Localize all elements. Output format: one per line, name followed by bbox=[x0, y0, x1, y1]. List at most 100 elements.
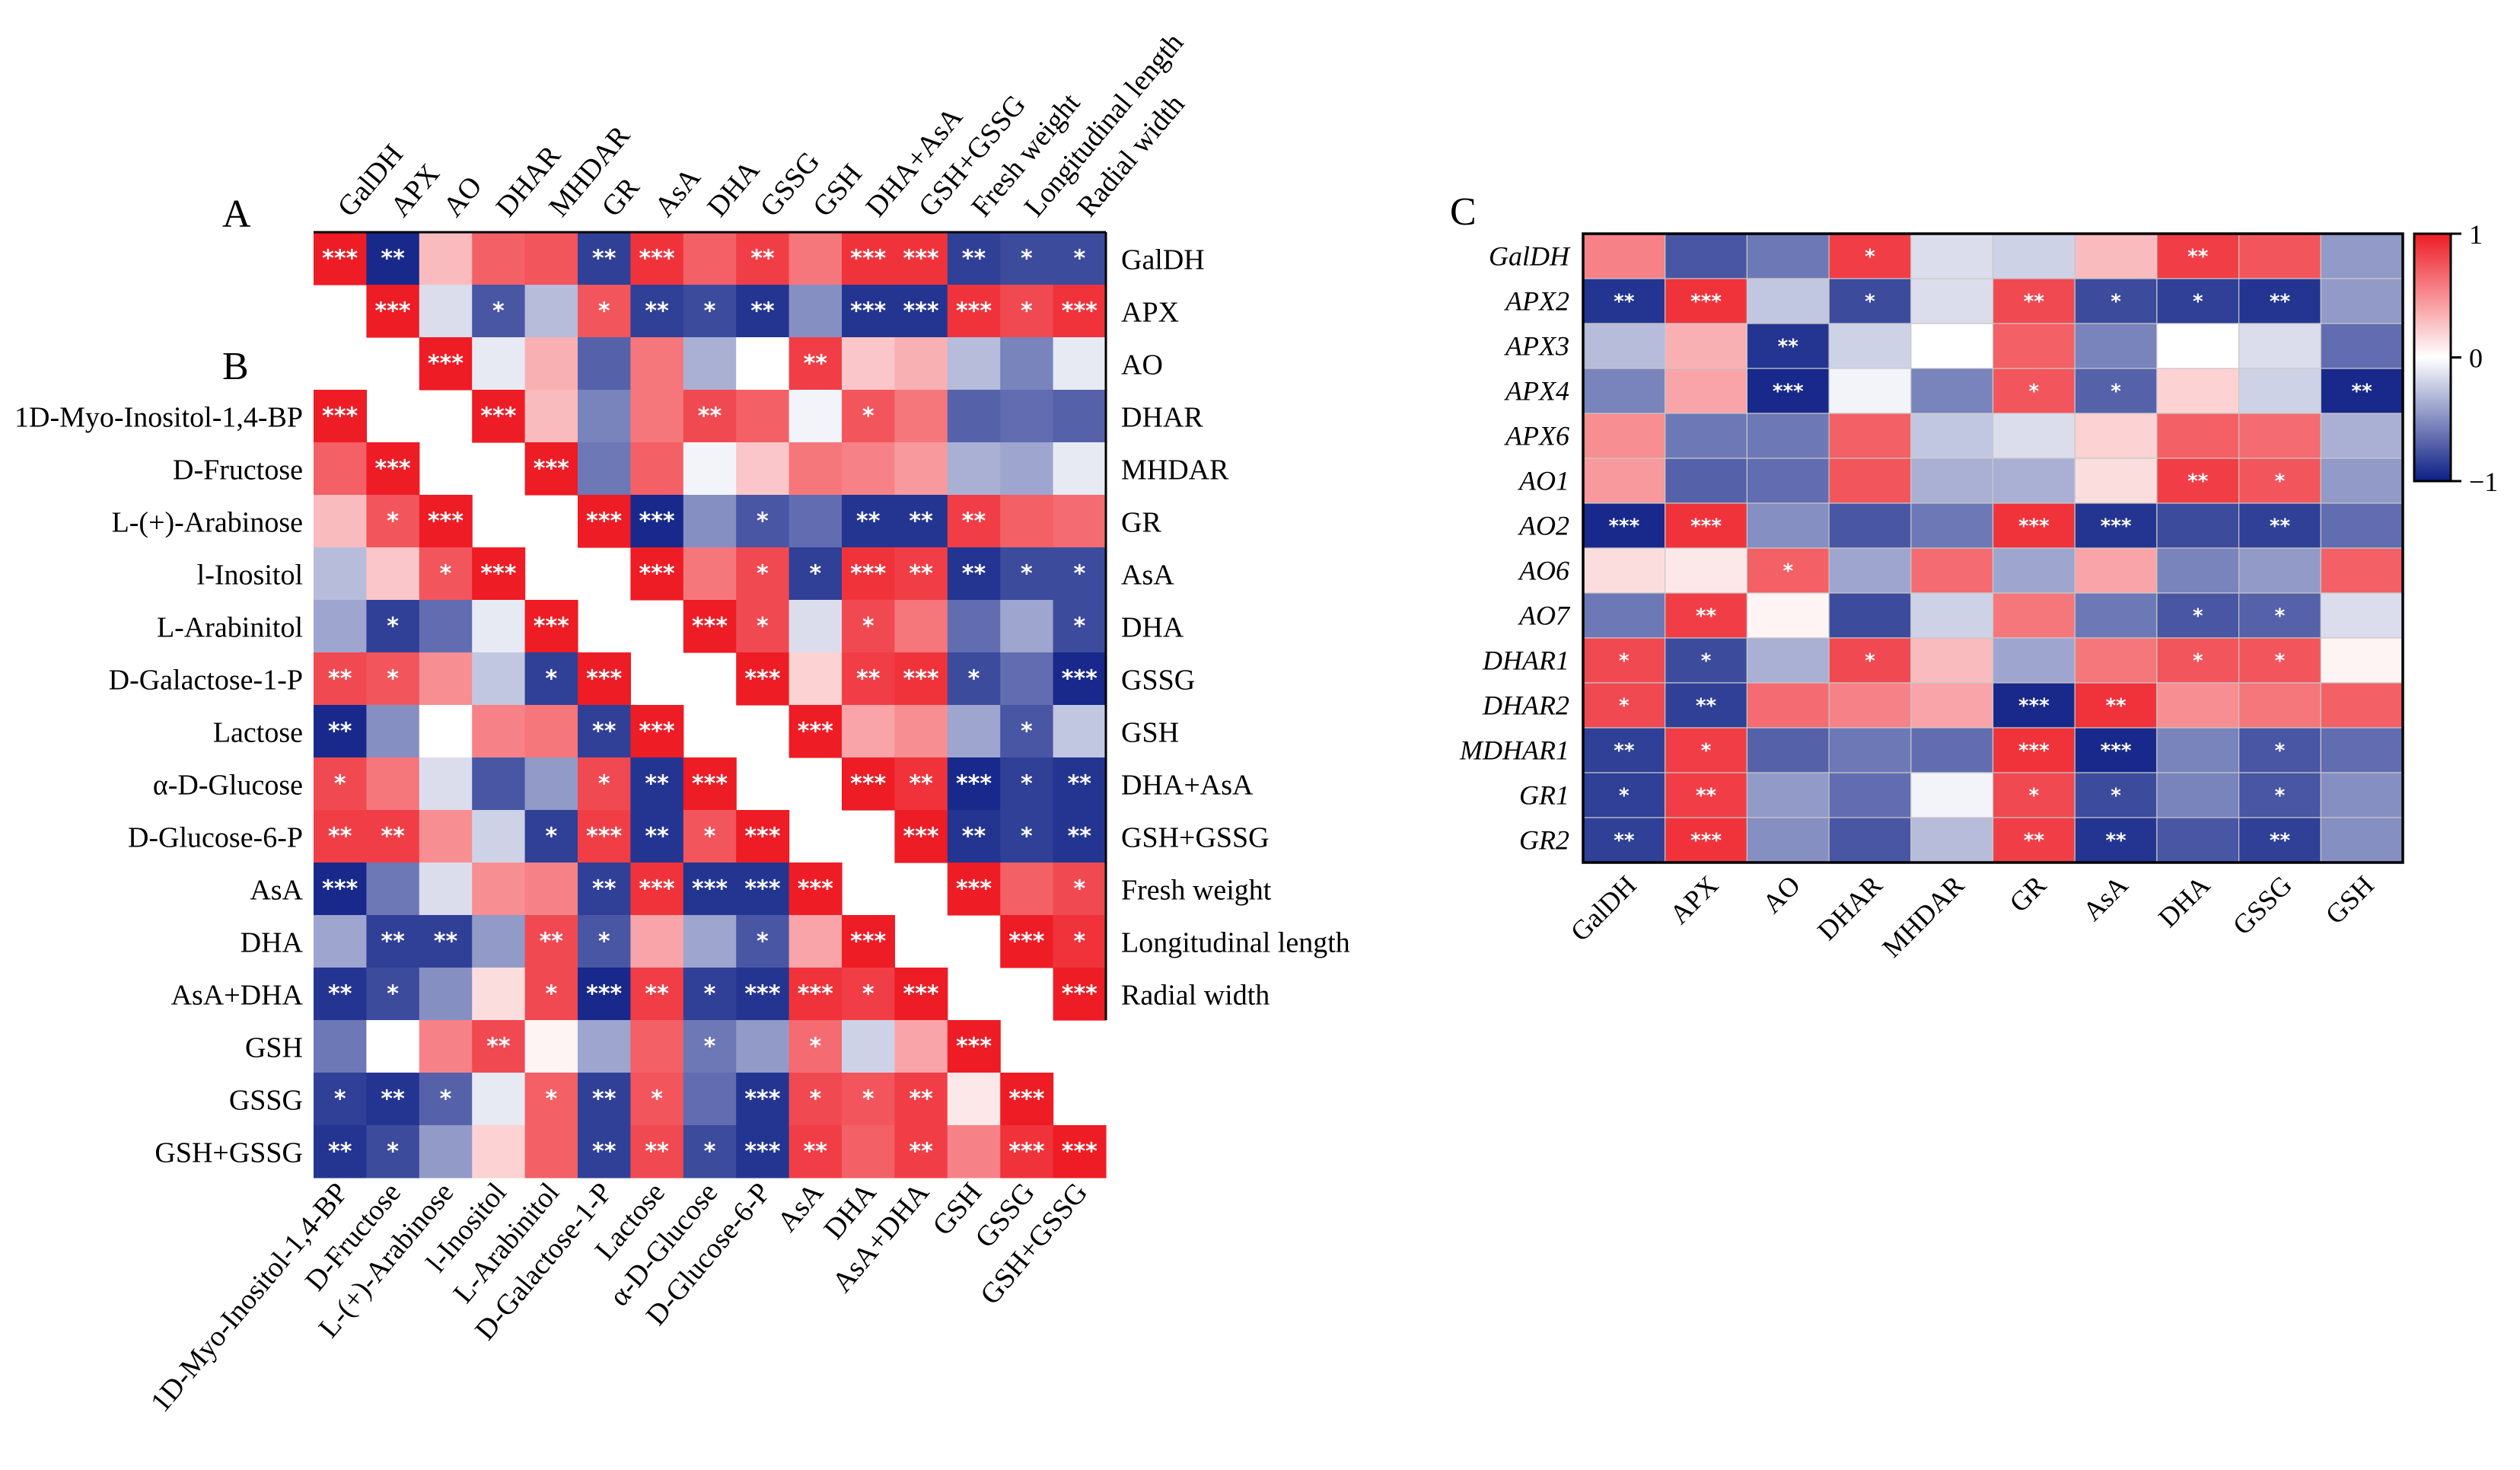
heatmap-c-cell bbox=[1992, 368, 2076, 414]
heatmap-c-significance: ** bbox=[1778, 336, 1799, 359]
heatmap-a-significance: ** bbox=[909, 509, 933, 535]
heatmap-a-cell bbox=[1000, 337, 1054, 391]
heatmap-b-cell bbox=[630, 1125, 684, 1178]
heatmap-a-cell bbox=[1000, 652, 1054, 706]
heatmap-a-cell bbox=[947, 495, 1001, 548]
heatmap-c-cell bbox=[1665, 323, 1747, 369]
heatmap-a-cell bbox=[578, 390, 631, 443]
heatmap-c-row-label: DHAR1 bbox=[1482, 646, 1569, 676]
heatmap-a-significance: *** bbox=[639, 246, 675, 273]
heatmap-b-cell bbox=[578, 652, 631, 706]
heatmap-b-cell bbox=[524, 1125, 578, 1178]
heatmap-b-cell bbox=[524, 810, 578, 863]
heatmap-a-significance: * bbox=[1021, 771, 1033, 798]
heatmap-a-significance: * bbox=[757, 614, 769, 640]
heatmap-b-cell bbox=[524, 968, 578, 1021]
heatmap-c-significance: * bbox=[2193, 650, 2203, 673]
heatmap-a-row-label: GSSG bbox=[1121, 665, 1195, 697]
heatmap-c-cell bbox=[2156, 547, 2240, 594]
heatmap-a-significance: ** bbox=[804, 351, 828, 378]
heatmap-b-significance: *** bbox=[903, 981, 939, 1008]
heatmap-b-cell bbox=[366, 705, 420, 758]
heatmap-b-cell bbox=[683, 810, 737, 863]
heatmap-c-cell bbox=[1992, 547, 2076, 594]
heatmap-b-cell bbox=[366, 1020, 420, 1073]
heatmap-c-cell bbox=[2156, 637, 2240, 684]
heatmap-a-cell bbox=[1053, 285, 1107, 338]
heatmap-b-cell bbox=[683, 1073, 737, 1126]
heatmap-b-significance: *** bbox=[798, 876, 833, 903]
heatmap-c-cell bbox=[1992, 772, 2076, 818]
heatmap-c-cell bbox=[1665, 772, 1747, 818]
heatmap-c-cell bbox=[2074, 368, 2158, 414]
heatmap-a-cell bbox=[1053, 547, 1107, 601]
heatmap-a-cell bbox=[314, 232, 367, 285]
heatmap-c-column-label: DHAR bbox=[1811, 869, 1888, 945]
heatmap-b-cell bbox=[630, 757, 684, 811]
heatmap-b-significance: *** bbox=[956, 1034, 992, 1060]
heatmap-a-row-label: Longitudinal length bbox=[1121, 927, 1350, 959]
heatmap-c-significance: * bbox=[2029, 785, 2040, 808]
heatmap-b-cell bbox=[314, 757, 367, 811]
heatmap-c-cell bbox=[1910, 458, 1994, 504]
heatmap-b-cell bbox=[366, 1073, 420, 1126]
heatmap-a-cell bbox=[788, 652, 843, 706]
heatmap-c-row-label: AO7 bbox=[1518, 601, 1571, 631]
heatmap-c-cell bbox=[1582, 323, 1666, 369]
heatmap-b-cell bbox=[472, 705, 526, 758]
heatmap-a-cell bbox=[630, 390, 684, 443]
heatmap-a-cell bbox=[472, 232, 526, 285]
heatmap-b-cell bbox=[366, 652, 420, 706]
heatmap-c-cell bbox=[1746, 772, 1830, 818]
heatmap-b-significance: * bbox=[862, 1086, 875, 1113]
heatmap-b-significance: * bbox=[598, 771, 610, 798]
heatmap-b-cell bbox=[842, 1125, 895, 1178]
heatmap-c-significance: *** bbox=[1608, 515, 1639, 538]
heatmap-b-cell bbox=[578, 915, 631, 968]
heatmap-a-cell bbox=[683, 232, 737, 285]
heatmap-a-cell bbox=[524, 337, 578, 391]
heatmap-a-cell bbox=[894, 285, 948, 338]
heatmap-a-cell bbox=[788, 232, 843, 285]
heatmap-a-column-label: DHA bbox=[701, 154, 766, 222]
heatmap-b-cell bbox=[366, 1125, 420, 1178]
heatmap-c-cell bbox=[2156, 233, 2240, 279]
heatmap-c-cell bbox=[1828, 368, 1912, 414]
heatmap-a-cell bbox=[894, 547, 948, 601]
heatmap-b-significance: *** bbox=[692, 876, 728, 903]
heatmap-a-cell bbox=[947, 600, 1001, 653]
heatmap-b-cell bbox=[842, 1020, 895, 1073]
heatmap-b-significance: ** bbox=[804, 1139, 828, 1165]
heatmap-a-cell bbox=[1053, 757, 1107, 811]
heatmap-b-cell bbox=[472, 600, 526, 653]
heatmap-c-cell bbox=[1582, 682, 1666, 729]
heatmap-b-cell bbox=[524, 1020, 578, 1073]
heatmap-a-significance: * bbox=[809, 561, 821, 588]
heatmap-b-cell bbox=[366, 863, 420, 916]
heatmap-a-cell bbox=[1000, 547, 1054, 601]
heatmap-a-significance: ** bbox=[1068, 771, 1092, 798]
heatmap-b-significance: * bbox=[387, 509, 399, 535]
heatmap-a-row-label: GalDH bbox=[1121, 244, 1205, 276]
heatmap-a-cell bbox=[736, 652, 790, 706]
heatmap-b-cell bbox=[366, 547, 420, 601]
heatmap-c-significance: * bbox=[2111, 785, 2121, 808]
heatmap-b-cell bbox=[472, 1125, 526, 1178]
heatmap-c-significance: *** bbox=[1773, 381, 1804, 403]
heatmap-c-significance: * bbox=[1701, 650, 1712, 673]
heatmap-b-row-label: DHA bbox=[241, 927, 304, 959]
heatmap-c-cell bbox=[1665, 233, 1747, 279]
heatmap-c-cell bbox=[1582, 233, 1666, 279]
heatmap-a-significance: * bbox=[704, 298, 716, 325]
heatmap-b-significance: ** bbox=[540, 929, 564, 955]
heatmap-a-significance: *** bbox=[903, 666, 939, 693]
heatmap-a-column-label: AsA bbox=[648, 161, 707, 223]
heatmap-a-cell bbox=[683, 495, 737, 548]
heatmap-c-cell bbox=[1665, 727, 1747, 773]
heatmap-c-column-label: AsA bbox=[2077, 869, 2134, 926]
heatmap-c-cell bbox=[1828, 727, 1912, 773]
heatmap-a-cell bbox=[894, 600, 948, 653]
heatmap-a-cell bbox=[842, 757, 895, 811]
heatmap-a-cell bbox=[1053, 968, 1107, 1021]
